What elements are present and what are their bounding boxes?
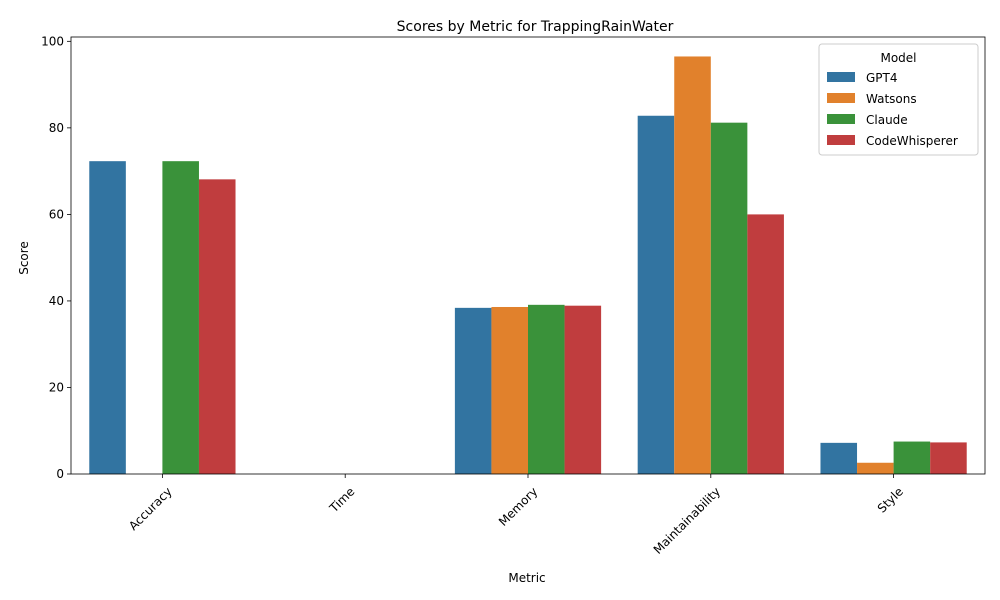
legend-swatch-claude [827, 114, 855, 124]
legend-label-codewhisperer: CodeWhisperer [866, 134, 958, 148]
bars-group [89, 56, 967, 475]
legend-frame [818, 43, 979, 156]
bar-gpt4-accuracy [89, 161, 126, 474]
bar-watsons-style [857, 462, 894, 474]
y-tick-label: 0 [56, 467, 64, 481]
legend-label-claude: Claude [866, 113, 908, 127]
bar-claude-memory [528, 304, 565, 474]
x-tick-label: Time [326, 484, 357, 515]
bar-watsons-maintainability [674, 56, 711, 474]
bar-codewhisperer-memory [564, 305, 602, 474]
bar-codewhisperer-maintainability [747, 214, 784, 474]
legend: Model GPT4 Watsons Claude CodeWhisperer [818, 43, 979, 156]
y-axis-label: Score [17, 241, 31, 275]
x-tick-label: Maintainability [651, 484, 723, 556]
y-tick-label: 40 [49, 294, 64, 308]
bar-codewhisperer-style [930, 442, 967, 474]
bar-claude-maintainability [710, 122, 748, 475]
x-tick-label: Style [875, 484, 906, 515]
bar-gpt4-maintainability [637, 115, 675, 474]
bar-claude-accuracy [162, 161, 199, 474]
bar-watsons-memory [491, 306, 528, 474]
x-tick-label: Memory [496, 484, 540, 528]
legend-label-gpt4: GPT4 [866, 71, 898, 85]
legend-swatch-codewhisperer [827, 135, 855, 145]
bar-claude-style [893, 441, 931, 474]
bar-gpt4-memory [454, 307, 492, 474]
bar-codewhisperer-accuracy [198, 179, 236, 474]
x-tick-label: Accuracy [126, 484, 175, 533]
legend-swatch-watsons [827, 93, 855, 103]
legend-title: Model [880, 51, 916, 65]
y-tick-label: 20 [49, 380, 64, 394]
y-tick-label: 60 [49, 207, 64, 221]
x-axis-label: Metric [508, 571, 545, 585]
legend-label-watsons: Watsons [866, 92, 917, 106]
chart-title: Scores by Metric for TrappingRainWater [397, 19, 674, 35]
y-tick-label: 80 [49, 121, 64, 135]
bar-gpt4-style [820, 442, 858, 474]
legend-swatch-gpt4 [827, 72, 855, 82]
y-tick-label: 100 [41, 34, 64, 48]
